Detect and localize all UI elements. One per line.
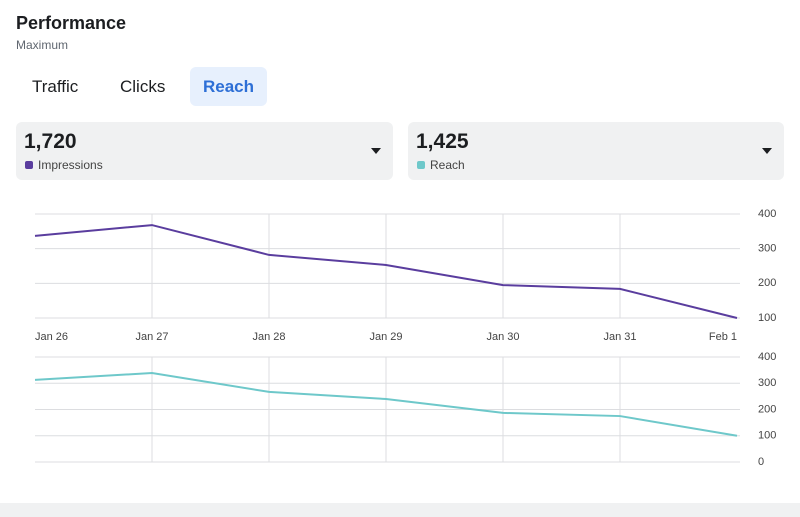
metric-card[interactable]: 1,425 Reach [408, 122, 784, 180]
legend-swatch [417, 161, 425, 169]
footer-bar [0, 503, 800, 517]
metric-value: 1,720 [24, 130, 77, 153]
y-tick-label: 200 [758, 403, 776, 415]
x-tick-label: Jan 31 [603, 331, 636, 343]
x-tick-label: Jan 28 [252, 331, 285, 343]
y-tick-label: 0 [758, 456, 764, 468]
metric-value: 1,425 [416, 130, 469, 153]
tab[interactable]: Clicks [120, 77, 166, 96]
x-tick-label: Feb 1 [709, 331, 737, 343]
x-tick-label: Jan 30 [486, 331, 519, 343]
y-tick-label: 300 [758, 377, 776, 389]
x-tick-label: Jan 27 [135, 331, 168, 343]
dropdown-caret [371, 148, 381, 154]
x-tick-label: Jan 29 [369, 331, 402, 343]
y-tick-label: 400 [758, 208, 776, 220]
y-tick-label: 100 [758, 312, 776, 324]
metric-card[interactable]: 1,720 Impressions [16, 122, 393, 180]
subtitle: Maximum [16, 38, 69, 52]
y-tick-label: 400 [758, 351, 776, 363]
line [34, 224, 738, 319]
tab-selected[interactable]: Reach [190, 67, 268, 106]
title: Performance [16, 13, 127, 33]
dropdown-caret [762, 148, 772, 154]
line [34, 372, 738, 437]
legend-swatch [25, 161, 33, 169]
y-tick-label: 300 [758, 243, 776, 255]
y-tick-label: 200 [758, 277, 776, 289]
x-tick-label: Jan 26 [35, 331, 68, 343]
legend-label: Impressions [38, 158, 103, 172]
y-tick-label: 100 [758, 430, 776, 442]
tab[interactable]: Traffic [32, 77, 79, 96]
legend-label: Reach [430, 158, 465, 172]
